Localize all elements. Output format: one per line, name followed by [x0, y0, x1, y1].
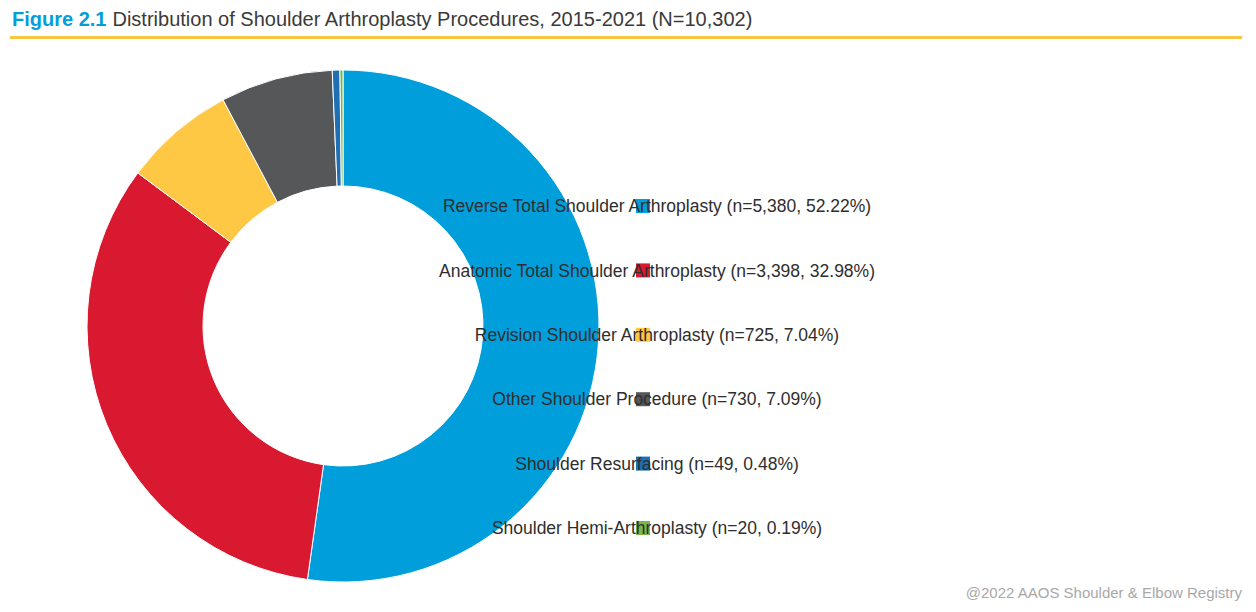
svg-text:Shoulder Hemi-Arthroplasty (n=: Shoulder Hemi-Arthroplasty (n=20, 0.19%) — [492, 518, 822, 538]
html-text:@2022 AAOS Shoulder & Elbow Re: @2022 AAOS Shoulder & Elbow Registry — [965, 584, 1242, 601]
html-text:Figure 2.1 Distribution of Sho: Figure 2.1 Distribution of Shoulder Arth… — [12, 8, 753, 30]
svg-text:Reverse Total Shoulder Arthrop: Reverse Total Shoulder Arthroplasty (n=5… — [443, 196, 871, 216]
svg-text:Anatomic Total Shoulder Arthro: Anatomic Total Shoulder Arthroplasty (n=… — [439, 261, 875, 281]
svg-text:Revision Shoulder Arthroplasty: Revision Shoulder Arthroplasty (n=725, 7… — [475, 325, 839, 345]
svg-text:Shoulder Resurfacing (n=49, 0.: Shoulder Resurfacing (n=49, 0.48%) — [515, 454, 799, 474]
svg-text:Other Shoulder Procedure (n=73: Other Shoulder Procedure (n=730, 7.09%) — [492, 389, 821, 409]
